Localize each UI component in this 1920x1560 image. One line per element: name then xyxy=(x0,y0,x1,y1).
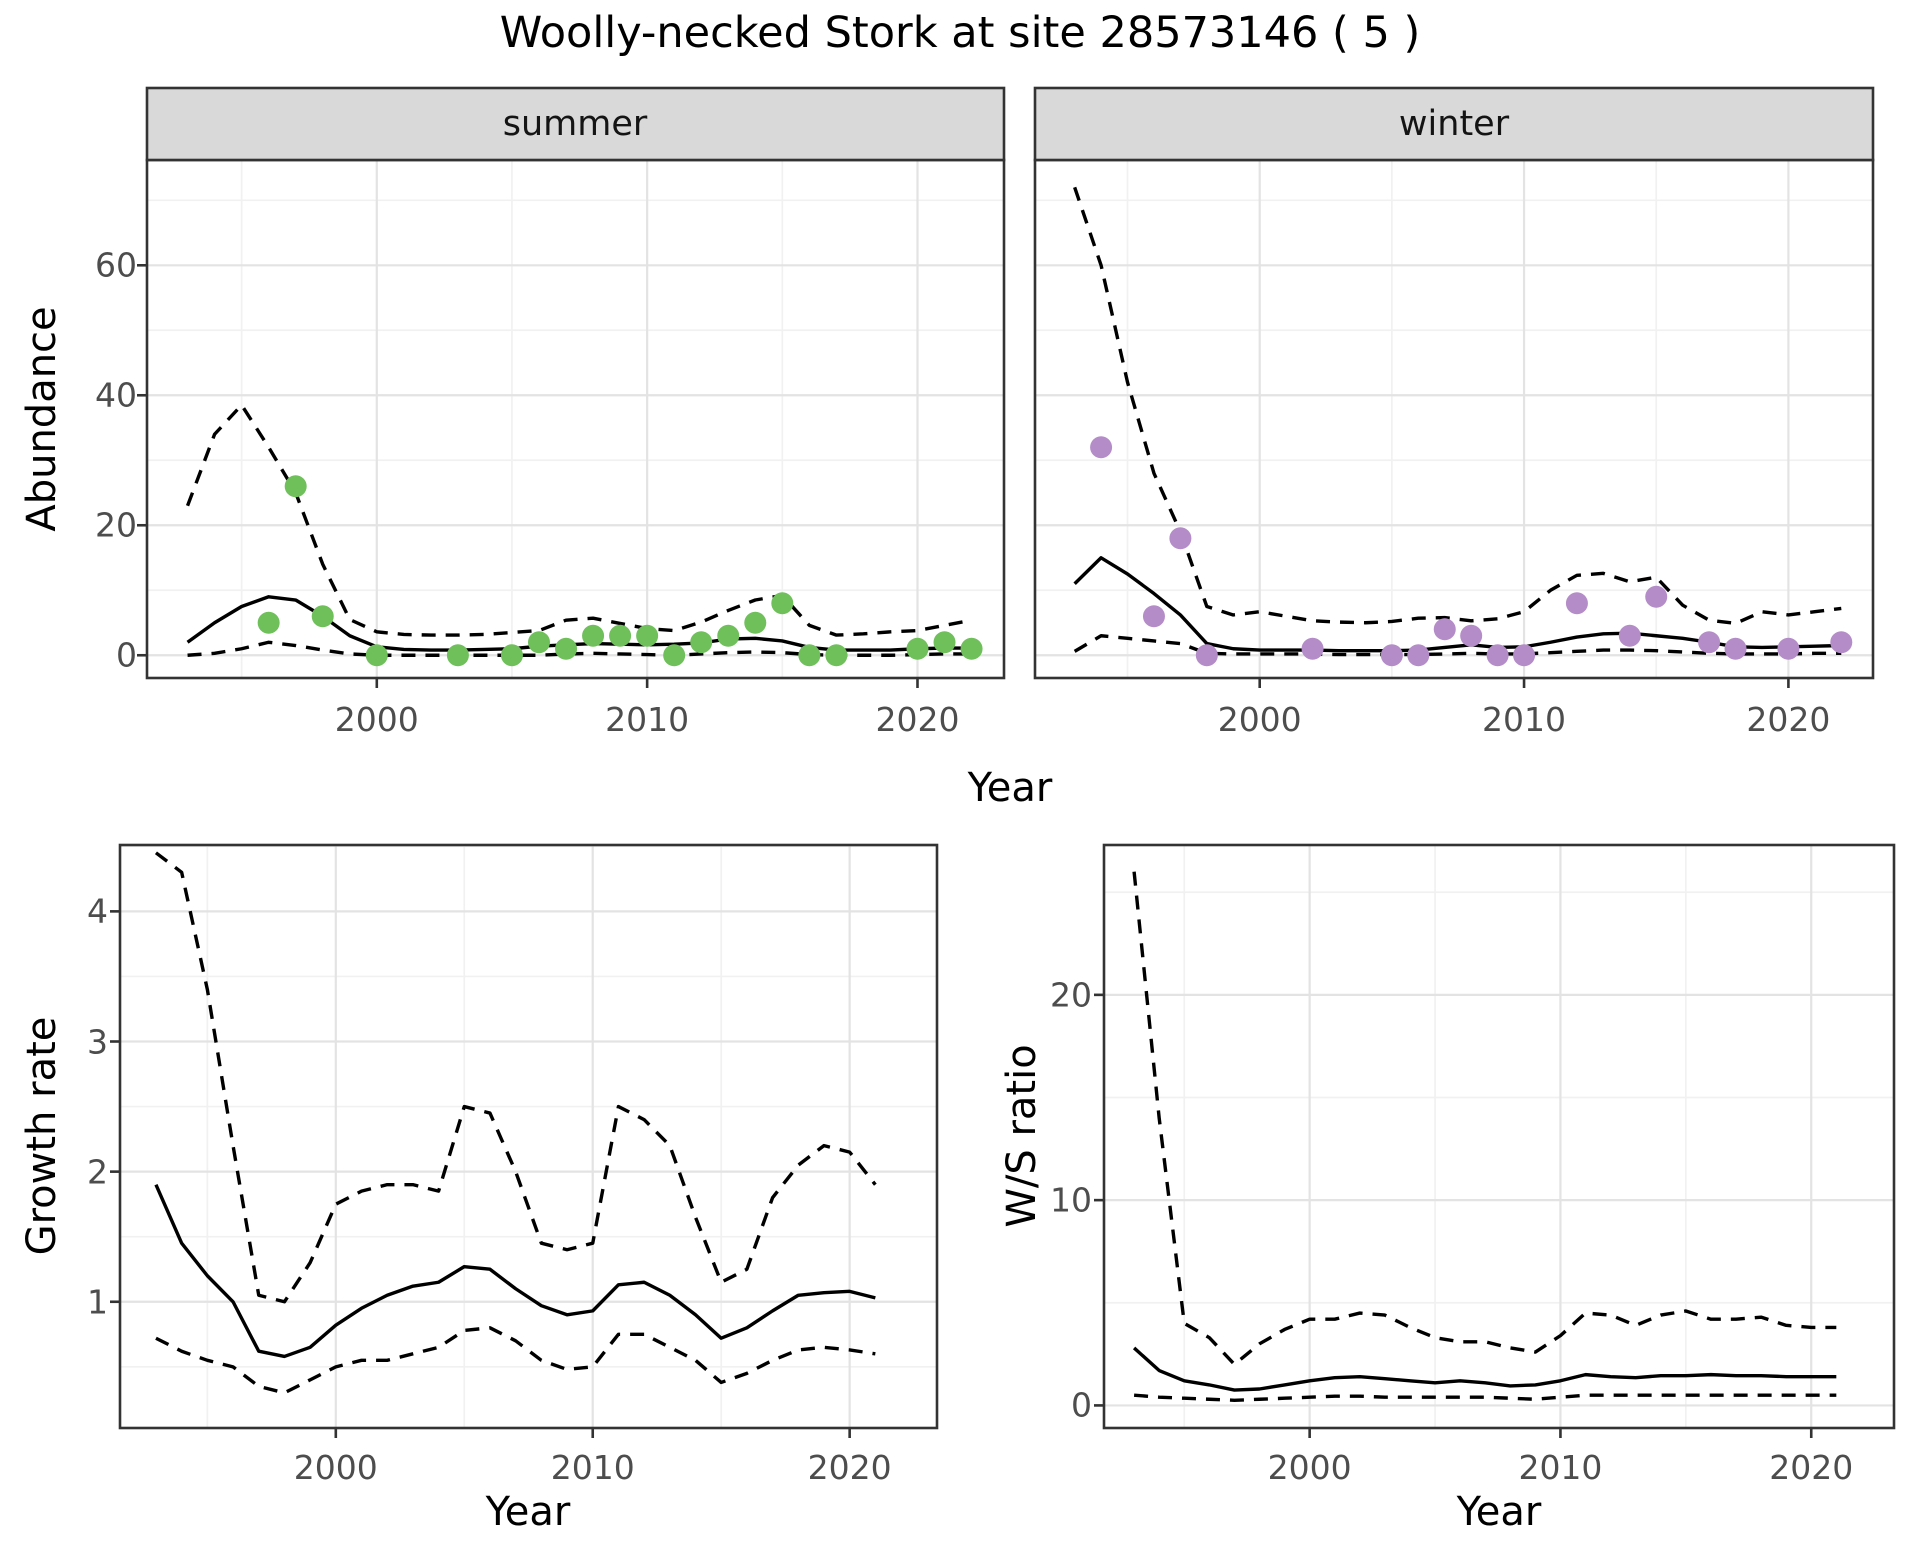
observation-point xyxy=(311,605,334,628)
observation-point xyxy=(1777,637,1800,660)
observation-point xyxy=(906,637,929,660)
observation-point xyxy=(771,592,794,615)
observation-point xyxy=(1169,527,1192,550)
y-tick-label: 3 xyxy=(87,1022,108,1061)
y-axis-title-abundance: Abundance xyxy=(19,306,65,532)
plot-title: Woolly-necked Stork at site 28573146 ( 5… xyxy=(499,8,1421,58)
observation-point xyxy=(1830,631,1853,654)
y-tick-label: 2 xyxy=(87,1152,108,1192)
observation-point xyxy=(284,475,307,498)
facet-strip-label-winter: winter xyxy=(1398,104,1510,144)
fit-line xyxy=(1132,1346,1837,1392)
observation-point xyxy=(500,644,523,667)
observation-point xyxy=(933,631,956,654)
observation-point xyxy=(1618,624,1641,647)
x-tick-label: 2010 xyxy=(1518,1448,1603,1487)
x-tick-label: 2010 xyxy=(550,1448,635,1487)
panel-border xyxy=(1102,843,1896,1430)
observation-point xyxy=(446,644,469,667)
y-tick-label: 40 xyxy=(95,375,137,415)
observation-point xyxy=(636,624,659,647)
observation-point xyxy=(1513,644,1536,667)
observation-point xyxy=(1090,436,1113,459)
observation-point xyxy=(717,624,740,647)
y-tick-label: 10 xyxy=(1050,1180,1092,1220)
panel-background xyxy=(1035,160,1873,678)
observation-point xyxy=(365,644,388,667)
observation-point xyxy=(1380,644,1403,667)
y-tick-label: 4 xyxy=(87,891,108,931)
observation-point xyxy=(582,624,605,647)
y-tick-label: 0 xyxy=(1071,1385,1092,1425)
observation-point xyxy=(257,611,280,634)
observation-point xyxy=(1301,637,1324,660)
upper-ci-line xyxy=(1132,871,1837,1367)
observation-point xyxy=(1407,644,1430,667)
panel-background xyxy=(147,160,1004,678)
y-tick-label: 20 xyxy=(1050,975,1092,1015)
panel-background xyxy=(120,845,937,1428)
observation-point xyxy=(528,631,551,654)
lower-ci-line xyxy=(1133,1393,1837,1402)
panel-border xyxy=(118,843,939,1430)
observation-point xyxy=(1698,631,1721,654)
x-axis-title-year-growth: Year xyxy=(485,1489,571,1535)
x-tick-label: 2020 xyxy=(875,700,960,739)
observation-point xyxy=(1433,618,1456,641)
facet-strip xyxy=(1033,86,1875,162)
y-tick-label: 0 xyxy=(116,635,137,675)
facet-strip xyxy=(145,86,1006,162)
y-tick-label: 20 xyxy=(95,505,137,545)
facet-strip-label-summer: summer xyxy=(502,104,648,144)
observation-point xyxy=(1195,644,1218,667)
x-tick-label: 2000 xyxy=(293,1448,378,1487)
x-tick-label: 2000 xyxy=(334,700,419,739)
observation-point xyxy=(1565,592,1588,615)
observation-point xyxy=(1486,644,1509,667)
upper-ci-line xyxy=(154,851,877,1304)
x-axis-title-year-top: Year xyxy=(967,765,1053,811)
observation-point xyxy=(1142,605,1165,628)
observation-point xyxy=(555,637,578,660)
lower-ci-line xyxy=(155,1326,876,1395)
x-tick-label: 2020 xyxy=(1769,1448,1854,1487)
x-tick-label: 2020 xyxy=(807,1448,892,1487)
x-tick-label: 2020 xyxy=(1746,700,1831,739)
observation-point xyxy=(1460,624,1483,647)
observation-point xyxy=(609,624,632,647)
fit-line xyxy=(154,1183,876,1359)
observation-point xyxy=(825,644,848,667)
panel-background xyxy=(1104,845,1894,1428)
y-tick-label: 60 xyxy=(95,245,137,285)
x-tick-label: 2000 xyxy=(1267,1448,1352,1487)
y-tick-label: 1 xyxy=(87,1282,108,1322)
x-axis-title-year-ws: Year xyxy=(1456,1489,1542,1535)
observation-point xyxy=(1645,585,1668,608)
observation-point xyxy=(960,637,983,660)
observation-point xyxy=(798,644,821,667)
x-tick-label: 2000 xyxy=(1217,700,1302,739)
upper-ci-line xyxy=(185,403,972,637)
observation-point xyxy=(744,611,767,634)
observation-point xyxy=(690,631,713,654)
x-tick-label: 2010 xyxy=(605,700,690,739)
x-tick-label: 2010 xyxy=(1482,700,1567,739)
observation-point xyxy=(663,644,686,667)
observation-point xyxy=(1724,637,1747,660)
